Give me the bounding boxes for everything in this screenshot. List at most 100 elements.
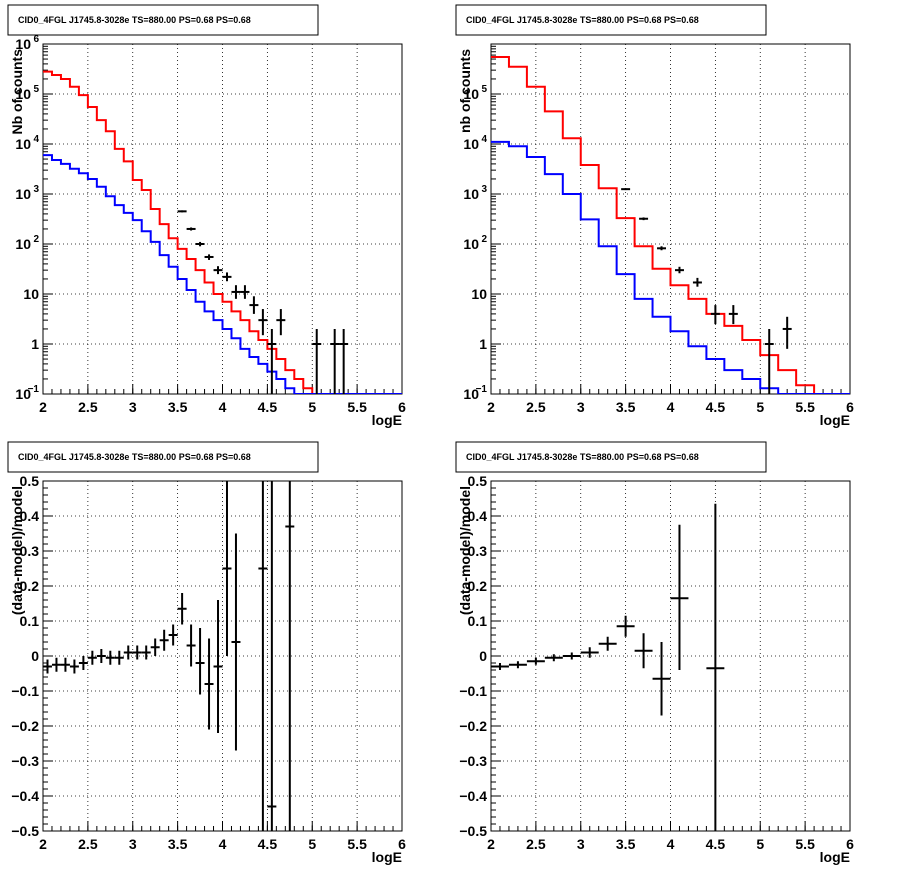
data-point: [123, 645, 133, 660]
data-point: [105, 650, 115, 665]
data-point: [258, 481, 268, 831]
data-point: [132, 645, 142, 660]
x-tick-label: 4: [219, 399, 227, 415]
y-tick-label: 10: [15, 386, 31, 402]
data-point: [51, 657, 61, 672]
plot-area: [491, 55, 850, 394]
data-point: [710, 305, 720, 325]
data-point: [258, 309, 268, 336]
y-tick-exponent: 2: [33, 234, 39, 245]
x-tick-label: 4: [667, 399, 675, 415]
y-tick-label: 0.1: [20, 613, 40, 629]
x-tick-label: 2: [39, 836, 47, 852]
data-point: [670, 524, 689, 670]
x-tick-label: 2: [487, 399, 495, 415]
y-tick-exponent: 6: [33, 34, 39, 45]
y-tick-label: 10: [15, 36, 31, 52]
plot-area: [491, 503, 725, 831]
y-tick-exponent: 5: [481, 84, 487, 95]
x-tick-label: 3.5: [168, 399, 188, 415]
x-tick-label: 5.5: [795, 399, 815, 415]
y-tick-label: 10: [471, 286, 487, 302]
data-point: [150, 638, 160, 656]
y-tick-label: −0.2: [11, 718, 39, 734]
data-point: [598, 636, 617, 651]
x-tick-label: 5: [756, 836, 764, 852]
x-tick-label: 5.5: [795, 836, 815, 852]
y-tick-label: 0.5: [468, 473, 488, 489]
data-point: [285, 481, 295, 831]
x-tick-label: 6: [846, 399, 854, 415]
chart-title: CID0_4FGL J1745.8-3028e TS=880.00 PS=0.6…: [18, 15, 251, 25]
data-point: [706, 503, 725, 831]
x-tick-label: 3.5: [616, 836, 636, 852]
y-axis-label: Nb of counts: [9, 49, 25, 135]
x-tick-label: 2.5: [78, 836, 98, 852]
y-tick-label: −0.4: [11, 788, 39, 804]
data-point: [159, 629, 169, 651]
x-tick-label: 3: [129, 399, 137, 415]
data-point: [186, 227, 196, 231]
plot-area: [43, 481, 295, 831]
data-point: [69, 659, 79, 674]
x-axis-label: logE: [820, 412, 850, 428]
x-tick-label: 3: [577, 399, 585, 415]
y-axis-label: (data-model)/model: [9, 486, 25, 615]
data-point: [168, 624, 178, 646]
data-point: [782, 316, 792, 349]
data-point: [60, 657, 70, 672]
x-tick-label: 4.5: [706, 399, 726, 415]
data-point: [213, 266, 223, 275]
data-point: [491, 663, 509, 670]
y-tick-label: 10: [15, 136, 31, 152]
y-tick-label: 0.5: [20, 473, 40, 489]
x-tick-label: 5.5: [347, 836, 367, 852]
data-point: [213, 600, 223, 733]
data-point: [621, 188, 631, 191]
data-point: [43, 659, 52, 674]
x-axis-label: logE: [820, 849, 850, 865]
chart-panel-1: CID0_4FGL J1745.8-3028e TS=880.00 PS=0.6…: [7, 4, 406, 428]
y-tick-label: −0.5: [459, 823, 487, 839]
y-tick-label: 0.1: [468, 613, 488, 629]
data-point: [231, 285, 241, 299]
data-point: [96, 649, 106, 663]
data-point: [204, 638, 214, 730]
y-tick-exponent: 4: [481, 134, 487, 145]
chart-title: CID0_4FGL J1745.8-3028e TS=880.00 PS=0.6…: [18, 452, 251, 462]
x-tick-label: 4.5: [258, 399, 278, 415]
data-point: [114, 650, 124, 665]
data-point: [652, 642, 671, 716]
chart-title-box: [455, 441, 767, 473]
data-point: [141, 645, 151, 660]
x-tick-label: 2: [487, 836, 495, 852]
data-point: [634, 633, 653, 669]
data-point: [267, 481, 277, 831]
y-tick-label: 10: [15, 86, 31, 102]
y-tick-exponent: 3: [33, 184, 39, 195]
data-point: [674, 266, 684, 274]
y-tick-label: −0.2: [459, 718, 487, 734]
x-tick-label: 3.5: [616, 399, 636, 415]
x-tick-label: 4: [219, 836, 227, 852]
data-point: [240, 285, 250, 299]
data-point: [657, 246, 667, 251]
x-tick-label: 2.5: [78, 399, 98, 415]
plot-frame: [490, 480, 851, 832]
data-point: [728, 305, 738, 325]
y-tick-label: 10: [463, 386, 479, 402]
data-point: [562, 652, 581, 660]
x-tick-label: 3: [129, 836, 137, 852]
data-point: [616, 615, 635, 637]
chart-panel-4: CID0_4FGL J1745.8-3028e TS=880.00 PS=0.6…: [455, 441, 854, 865]
y-axis-label: nb of counts: [457, 49, 473, 133]
data-point: [222, 272, 232, 282]
y-tick-label: 10: [15, 236, 31, 252]
x-tick-label: 2.5: [526, 836, 546, 852]
x-tick-label: 5: [308, 836, 316, 852]
model-total-histogram: [43, 70, 402, 394]
y-tick-label: 10: [463, 86, 479, 102]
y-axis-label: (data-model)/model: [457, 486, 473, 615]
y-tick-label: 0.2: [20, 578, 40, 594]
data-point: [276, 309, 286, 336]
